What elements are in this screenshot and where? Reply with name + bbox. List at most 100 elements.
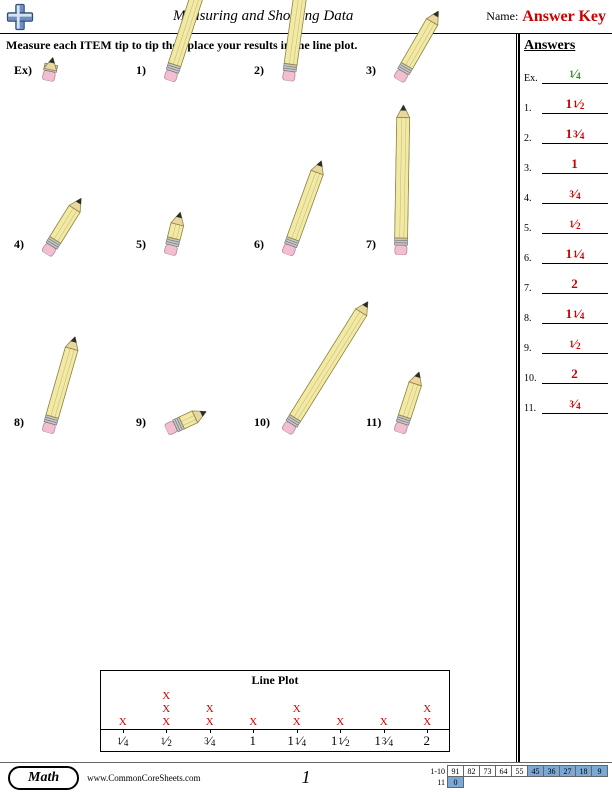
items-grid: Ex) 1) 2) 3) <box>6 57 512 617</box>
plus-logo-icon <box>6 3 34 31</box>
pencil-icon <box>166 243 210 262</box>
line-plot-title: Line Plot <box>101 671 449 690</box>
item-cell: 2) <box>254 61 374 79</box>
answer-row: 3. 1 <box>524 154 608 174</box>
answer-row: 2. 13⁄4 <box>524 124 608 144</box>
answer-number: Ex. <box>524 73 542 84</box>
answer-number: 9. <box>524 343 542 354</box>
line-plot-mark <box>101 703 145 716</box>
page-title: Measuring and Showing Data <box>40 8 486 25</box>
item-label: 11) <box>366 415 381 429</box>
item-cell: 10) <box>254 413 374 431</box>
line-plot-mark <box>101 690 145 703</box>
line-plot-mark: X <box>188 716 232 729</box>
score-grid: 1-109182736455453627189110 <box>424 765 609 788</box>
subject-pill: Math <box>8 766 79 790</box>
line-plot-mark: X <box>362 716 406 729</box>
score-cell: 55 <box>512 766 528 777</box>
answer-value: 1⁄2 <box>542 216 608 234</box>
pencil-icon <box>396 69 476 88</box>
pencil-icon <box>44 243 110 262</box>
line-plot-mark: X <box>145 690 189 703</box>
worksheet-page: Measuring and Showing Data Name: Answer … <box>0 0 612 792</box>
item-cell: 7) <box>366 235 486 253</box>
instruction-text: Measure each ITEM tip to tip then place … <box>6 38 512 53</box>
answer-row: 5. 1⁄2 <box>524 214 608 234</box>
line-plot-mark <box>406 690 450 703</box>
main-area: Measure each ITEM tip to tip then place … <box>0 34 520 762</box>
answer-value: 13⁄4 <box>542 126 608 144</box>
item-cell: 1) <box>136 61 256 79</box>
answer-row: 9. 1⁄2 <box>524 334 608 354</box>
line-plot-mark: X <box>275 716 319 729</box>
line-plot-mark: X <box>145 703 189 716</box>
answer-key-label: Answer Key <box>522 8 606 26</box>
item-label: 4) <box>14 237 24 251</box>
answer-number: 3. <box>524 163 542 174</box>
answer-value: 1⁄4 <box>542 66 608 84</box>
line-plot: Line Plot XXXXXXXXXXXXX 1⁄41⁄23⁄4111⁄411… <box>100 670 450 752</box>
answer-row: 10. 2 <box>524 364 608 384</box>
line-plot-tick: 1 <box>232 733 276 749</box>
answer-number: 1. <box>524 103 542 114</box>
footer: Math www.CommonCoreSheets.com 1 1-109182… <box>0 762 612 792</box>
answer-row: 7. 2 <box>524 274 608 294</box>
item-label: 10) <box>254 415 270 429</box>
answer-row: 4. 3⁄4 <box>524 184 608 204</box>
line-plot-mark <box>232 703 276 716</box>
answer-row: Ex. 1⁄4 <box>524 64 608 84</box>
answer-value: 2 <box>542 366 608 384</box>
item-label: 5) <box>136 237 146 251</box>
line-plot-tick: 1⁄2 <box>145 733 189 749</box>
answer-row: 8. 11⁄4 <box>524 304 608 324</box>
score-cell: 91 <box>448 766 464 777</box>
line-plot-tick: 13⁄4 <box>362 733 406 749</box>
answer-number: 10. <box>524 373 542 384</box>
answer-value: 1 <box>542 156 608 174</box>
line-plot-mark: X <box>275 703 319 716</box>
answers-title: Answers <box>524 38 608 54</box>
item-label: 9) <box>136 415 146 429</box>
line-plot-mark: X <box>406 703 450 716</box>
score-cell: 45 <box>528 766 544 777</box>
line-plot-mark <box>362 703 406 716</box>
answer-value: 11⁄4 <box>542 306 608 324</box>
line-plot-stacks: XXXXXXXXXXXXX <box>101 690 449 729</box>
line-plot-mark <box>362 690 406 703</box>
score-cell: 73 <box>480 766 496 777</box>
line-plot-mark: X <box>101 716 145 729</box>
line-plot-mark: X <box>145 716 189 729</box>
name-label: Name: <box>486 9 518 24</box>
line-plot-mark <box>319 703 363 716</box>
pencil-icon <box>396 421 460 440</box>
item-cell: 3) <box>366 61 486 79</box>
line-plot-tick: 2 <box>406 733 450 749</box>
score-cell: 64 <box>496 766 512 777</box>
answer-row: 1. 11⁄2 <box>524 94 608 114</box>
item-label: 7) <box>366 237 376 251</box>
answer-value: 11⁄4 <box>542 246 608 264</box>
line-plot-tick: 11⁄2 <box>319 733 363 749</box>
answer-number: 8. <box>524 313 542 324</box>
score-cell: 0 <box>448 777 464 788</box>
line-plot-mark <box>319 690 363 703</box>
item-label: 6) <box>254 237 264 251</box>
item-cell: 8) <box>14 413 134 431</box>
answer-number: 11. <box>524 403 542 414</box>
item-label: 1) <box>136 63 146 77</box>
score-cell: 18 <box>576 766 592 777</box>
score-cell: 82 <box>464 766 480 777</box>
answer-value: 1⁄2 <box>542 336 608 354</box>
line-plot-tick: 1⁄4 <box>101 733 145 749</box>
answer-value: 3⁄4 <box>542 396 608 414</box>
line-plot-mark <box>188 690 232 703</box>
pencil-icon <box>166 421 210 440</box>
score-cell: 9 <box>592 766 608 777</box>
item-cell: Ex) <box>14 61 134 79</box>
line-plot-tick: 11⁄4 <box>275 733 319 749</box>
line-plot-tick: 3⁄4 <box>188 733 232 749</box>
pencil-icon <box>44 421 144 440</box>
item-label: 2) <box>254 63 264 77</box>
line-plot-axis: 1⁄41⁄23⁄4111⁄411⁄213⁄42 <box>101 729 449 751</box>
answer-value: 2 <box>542 276 608 294</box>
